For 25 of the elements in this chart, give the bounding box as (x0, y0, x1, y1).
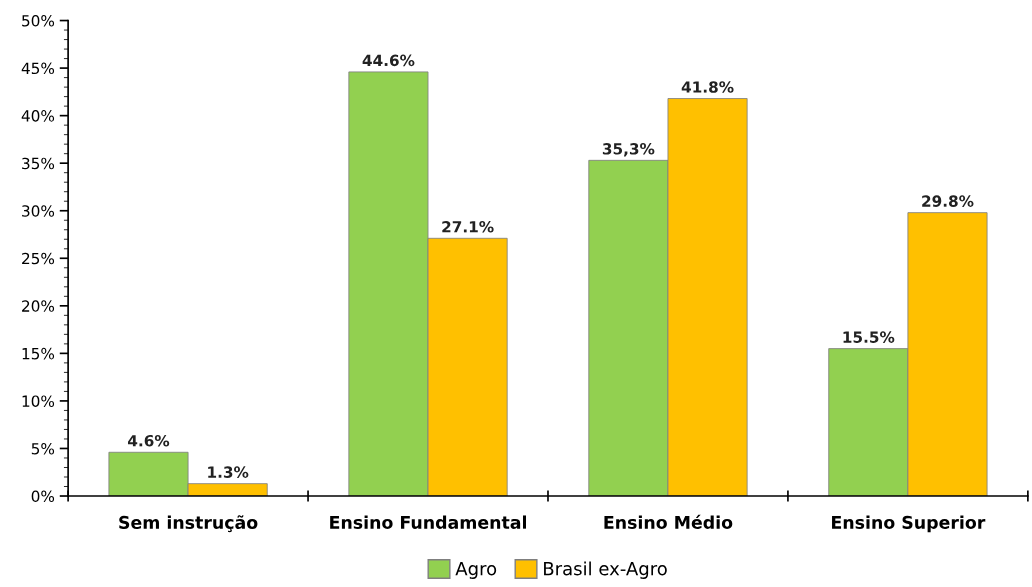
y-tick-label: 30% (22, 205, 55, 217)
y-tick-label: 15% (22, 347, 55, 360)
data-label: 4.6% (127, 434, 170, 447)
y-tick-label: 10% (22, 395, 55, 407)
x-tick-label: Ensino Fundamental (330, 515, 526, 529)
legend-label: Brasil ex-Agro (544, 561, 667, 579)
data-label: 15.5% (843, 331, 895, 343)
data-label: 44.6% (362, 54, 415, 67)
y-tick-label: 40% (21, 110, 55, 122)
y-tick-label: 35% (22, 157, 55, 170)
y-tick-label: 45% (21, 62, 55, 75)
y-tick-label: 50% (22, 15, 55, 27)
data-label: 1.3% (208, 466, 249, 478)
y-tick-label: 25% (22, 252, 55, 265)
x-tick-label: Ensino Superior (832, 515, 986, 533)
y-tick-label: 20% (22, 300, 55, 312)
x-tick-label: Sem instrução (119, 515, 258, 533)
y-tick-label: 5% (31, 442, 55, 455)
data-label: 29.8% (922, 195, 974, 207)
data-label: 35,3% (602, 143, 655, 157)
legend-label: Agro (455, 562, 497, 579)
y-tick-label: 0% (31, 490, 55, 503)
data-label: 27.1% (442, 221, 494, 233)
data-label: 41.8% (681, 81, 734, 93)
x-tick-label: Ensino Médio (604, 514, 733, 529)
